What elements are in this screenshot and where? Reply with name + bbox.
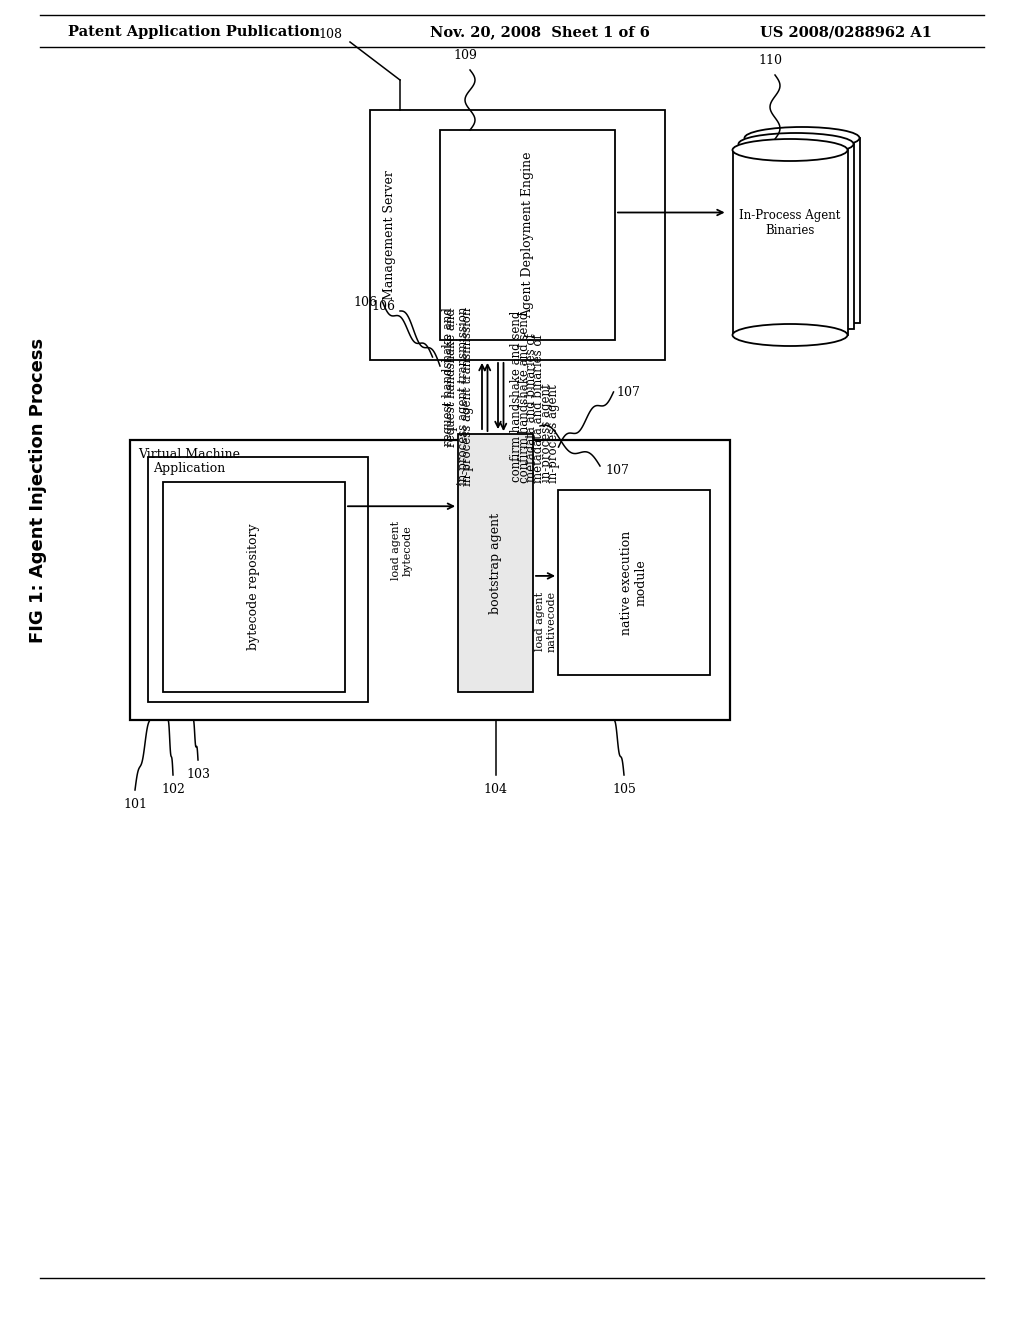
- Bar: [148, 457, 368, 702]
- Text: Application: Application: [153, 462, 225, 475]
- Bar: [440, 129, 615, 341]
- Text: Agent Deployment Engine: Agent Deployment Engine: [521, 152, 534, 318]
- Bar: [744, 139, 859, 323]
- Text: 107: 107: [605, 465, 629, 478]
- Text: 101: 101: [123, 799, 147, 810]
- Text: Patent Application Publication: Patent Application Publication: [68, 25, 319, 40]
- Text: Nov. 20, 2008  Sheet 1 of 6: Nov. 20, 2008 Sheet 1 of 6: [430, 25, 650, 40]
- Text: 109: 109: [453, 49, 477, 62]
- Text: 110: 110: [758, 54, 782, 67]
- Text: load agent
bytecode: load agent bytecode: [391, 521, 413, 581]
- Text: 106: 106: [353, 296, 378, 309]
- Text: 105: 105: [612, 783, 636, 796]
- Bar: [458, 434, 534, 692]
- Text: 107: 107: [616, 385, 640, 399]
- Bar: [738, 144, 853, 329]
- Text: request handshake and
in-process agent transmission: request handshake and in-process agent t…: [442, 306, 470, 486]
- Text: 103: 103: [186, 768, 210, 781]
- Ellipse shape: [732, 139, 848, 161]
- Text: Virtual Machine: Virtual Machine: [138, 447, 240, 461]
- Bar: [732, 150, 848, 335]
- Text: request handshake and
in-process agent transmission: request handshake and in-process agent t…: [445, 308, 473, 486]
- Text: confirm handshake and send
metadata and binaries of
in-process agent: confirm handshake and send metadata and …: [510, 310, 553, 482]
- Text: 108: 108: [318, 29, 342, 41]
- Bar: [558, 490, 710, 675]
- Ellipse shape: [732, 323, 848, 346]
- Text: bytecode repository: bytecode repository: [248, 524, 260, 651]
- Text: US 2008/0288962 A1: US 2008/0288962 A1: [760, 25, 932, 40]
- Text: 106: 106: [371, 300, 395, 313]
- Text: Management Server: Management Server: [384, 170, 396, 300]
- Text: bootstrap agent: bootstrap agent: [489, 512, 502, 614]
- Bar: [130, 440, 730, 719]
- Bar: [163, 482, 345, 692]
- Text: In-Process Agent
Binaries: In-Process Agent Binaries: [739, 209, 841, 236]
- Text: native execution
module: native execution module: [620, 531, 648, 635]
- Text: confirm handshake and send
metadata and binaries of
in-process agent: confirm handshake and send metadata and …: [517, 312, 560, 483]
- Text: load agent
nativecode: load agent nativecode: [535, 591, 556, 652]
- Bar: [370, 110, 665, 360]
- Text: FIG 1: Agent Injection Process: FIG 1: Agent Injection Process: [29, 338, 47, 643]
- Text: 104: 104: [483, 783, 508, 796]
- Ellipse shape: [744, 127, 859, 149]
- Ellipse shape: [738, 133, 853, 154]
- Text: 102: 102: [161, 783, 185, 796]
